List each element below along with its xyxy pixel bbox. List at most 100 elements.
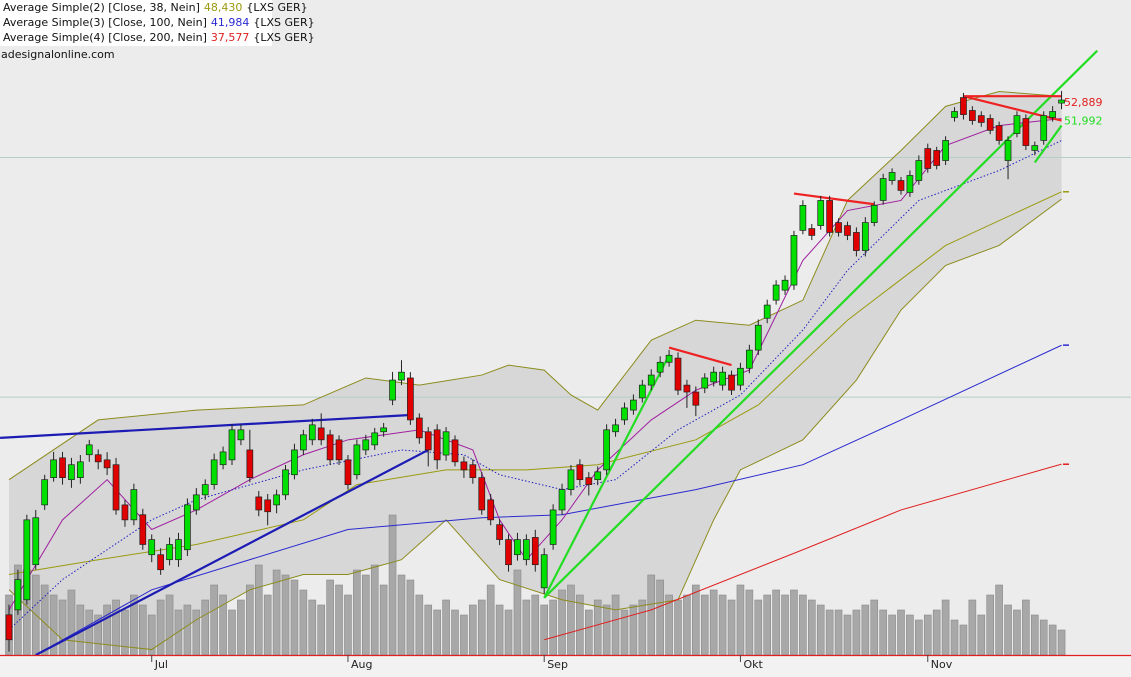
volume-bar	[299, 589, 308, 656]
x-tick-label: Nov	[931, 658, 953, 671]
candle-body	[103, 459, 111, 469]
candle-body	[496, 524, 503, 540]
volume-bar	[388, 514, 397, 656]
volume-bar	[915, 619, 923, 656]
volume-bar	[531, 594, 540, 656]
volume-bar	[807, 599, 816, 656]
x-tick-label: Aug	[351, 658, 372, 671]
volume-bar	[718, 594, 727, 656]
volume-bar	[504, 609, 513, 656]
candle-body	[264, 499, 272, 513]
candle-body	[817, 200, 825, 226]
volume-bar	[843, 614, 852, 656]
volume-bar	[754, 599, 763, 656]
candle-body	[567, 469, 575, 490]
candle-body	[246, 449, 254, 478]
legend-text: Average Simple(4) [Close, 200, Nein]	[3, 31, 207, 44]
candle-body	[228, 429, 236, 461]
candle-body	[407, 377, 414, 421]
volume-bar	[174, 609, 183, 656]
candle-body	[1040, 115, 1048, 141]
legend-entry: Average Simple(4) [Close, 200, Nein] 37,5…	[3, 31, 315, 44]
candle-body	[219, 451, 227, 466]
candle-body	[59, 457, 66, 478]
candle-body	[549, 509, 557, 545]
candle-body	[148, 539, 156, 556]
volume-bar	[477, 599, 486, 656]
legend-entry: Average Simple(2) [Close, 38, Nein] 48,43…	[3, 1, 308, 14]
candle-body	[85, 444, 93, 456]
candle-body	[540, 554, 548, 589]
volume-bar	[879, 609, 887, 656]
candle-body	[1022, 118, 1030, 146]
candle-body	[424, 431, 432, 451]
price-label: 52,889	[1064, 96, 1103, 109]
candle-body	[531, 537, 539, 566]
volume-bar	[486, 584, 495, 656]
candle-body	[415, 417, 423, 439]
volume-bar	[888, 614, 896, 656]
volume-bar	[941, 599, 950, 656]
candle-body	[1013, 115, 1021, 134]
volume-bar	[192, 609, 201, 656]
volume-bar	[959, 624, 968, 656]
legend-suffix: {LXS GER}	[253, 16, 314, 29]
candle-body	[942, 140, 949, 161]
legend-box	[0, 0, 272, 46]
candle-body	[915, 160, 923, 181]
volume-bar	[424, 604, 433, 656]
candle-body	[5, 614, 13, 641]
candle-body	[523, 539, 530, 561]
candle-body	[308, 424, 316, 441]
trendline	[1033, 124, 1063, 164]
candle-body	[986, 118, 994, 131]
volume-bar	[451, 609, 459, 656]
candle-body	[469, 464, 477, 478]
volume-bar	[968, 599, 977, 656]
volume-bar	[442, 599, 450, 656]
candle-body	[398, 371, 405, 381]
trendline	[0, 413, 411, 439]
volume-bar	[1048, 624, 1057, 656]
volume-bar	[335, 584, 343, 656]
legend-value: 48,430	[204, 1, 243, 14]
candle-body	[692, 391, 700, 406]
volume-bar	[40, 584, 49, 656]
volume-bar	[567, 584, 575, 656]
volume-bar	[1013, 609, 1021, 656]
volume-bar	[210, 584, 218, 656]
volume-bar	[246, 584, 254, 656]
candle-body	[201, 484, 209, 496]
volume-bar	[584, 609, 593, 656]
candle-body	[362, 439, 370, 451]
volume-bar	[1004, 604, 1012, 656]
price-label: 51,992	[1064, 115, 1103, 128]
volume-bar	[674, 599, 682, 656]
candle-body	[853, 232, 860, 251]
candle-body	[808, 228, 816, 236]
volume-bar	[781, 594, 789, 656]
indicator-line	[544, 463, 1062, 641]
volume-bar	[745, 589, 754, 656]
volume-bar	[950, 619, 959, 656]
volume-bar	[344, 594, 352, 656]
candle-body	[326, 434, 334, 461]
candle-body	[826, 200, 833, 233]
volume-bar	[469, 604, 477, 656]
legend-suffix: {LXS GER}	[246, 1, 307, 14]
candle-body	[50, 459, 57, 478]
x-tick-label: Jul	[154, 658, 168, 671]
candle-body	[237, 429, 245, 441]
candle-body	[175, 539, 182, 561]
candle-body	[933, 150, 941, 166]
candle-body	[754, 324, 762, 351]
candle-body	[210, 459, 218, 485]
volume-bar	[977, 614, 986, 656]
band-upper	[8, 91, 1062, 481]
candle-body	[969, 110, 976, 121]
volume-bar	[825, 609, 834, 656]
volume-bar	[683, 594, 691, 656]
volume-bar	[290, 579, 299, 656]
candle-body	[594, 471, 602, 481]
candle-body	[273, 494, 280, 506]
